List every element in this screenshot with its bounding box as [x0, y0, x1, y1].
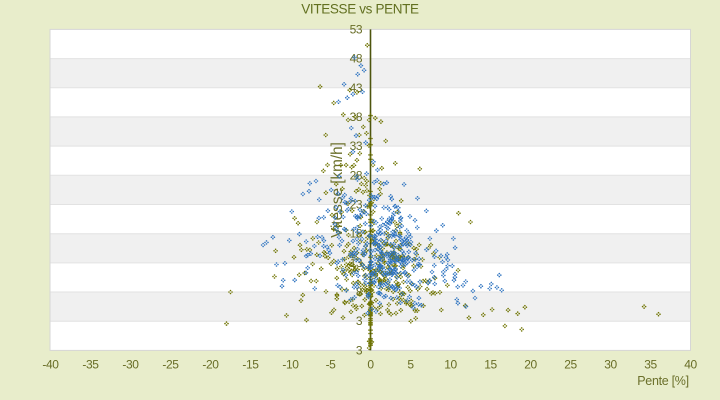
svg-text:-30: -30	[122, 358, 139, 372]
svg-text:-15: -15	[242, 358, 259, 372]
svg-text:15: 15	[484, 358, 497, 372]
svg-text:Pente [%]: Pente [%]	[637, 374, 689, 388]
svg-text:35: 35	[644, 358, 657, 372]
svg-text:-40: -40	[42, 358, 59, 372]
svg-text:-5: -5	[326, 358, 337, 372]
svg-text:18: 18	[350, 227, 363, 241]
svg-text:40: 40	[684, 358, 697, 372]
svg-text:30: 30	[604, 358, 617, 372]
svg-text:5: 5	[407, 358, 414, 372]
svg-text:3: 3	[356, 314, 363, 328]
svg-text:20: 20	[524, 358, 537, 372]
svg-text:25: 25	[564, 358, 577, 372]
svg-text:43: 43	[350, 81, 363, 95]
svg-text:10: 10	[444, 358, 457, 372]
svg-text:3: 3	[356, 343, 363, 357]
svg-text:-10: -10	[282, 358, 299, 372]
svg-text:48: 48	[350, 52, 363, 66]
svg-text:53: 53	[350, 22, 363, 36]
svg-text:-35: -35	[82, 358, 99, 372]
svg-text:-20: -20	[202, 358, 219, 372]
svg-text:VITESSE vs PENTE: VITESSE vs PENTE	[301, 2, 419, 17]
svg-text:-25: -25	[162, 358, 179, 372]
svg-text:Vitesse [km/h]: Vitesse [km/h]	[329, 142, 346, 238]
svg-text:0: 0	[367, 358, 374, 372]
